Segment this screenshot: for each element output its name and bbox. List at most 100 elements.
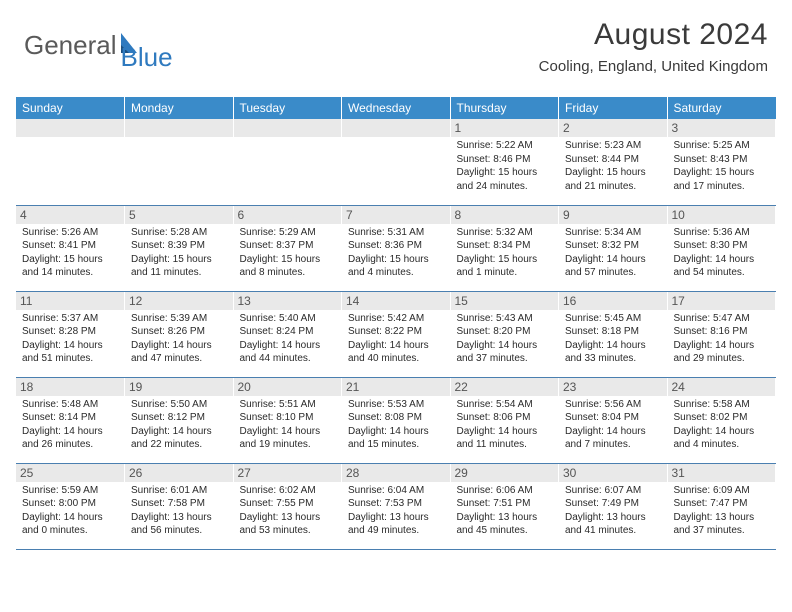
calendar-body: 1 Sunrise: 5:22 AMSunset: 8:46 PMDaylight… — [16, 119, 776, 549]
weekday-header-row: SundayMondayTuesdayWednesdayThursdayFrid… — [16, 97, 776, 119]
weekday-wednesday: Wednesday — [342, 97, 451, 119]
day-cell: 17Sunrise: 5:47 AMSunset: 8:16 PMDayligh… — [667, 291, 776, 377]
day-cell: 14 Sunrise: 5:42 AMSunset: 8:22 PMDayligh… — [342, 291, 451, 377]
day-cell — [233, 119, 342, 205]
day-info: Sunrise: 6:04 AMSunset: 7:53 PMDaylight:… — [348, 484, 444, 538]
weekday-saturday: Saturday — [667, 97, 776, 119]
day-info: Sunrise: 5:43 AMSunset: 8:20 PMDaylight:… — [457, 312, 553, 366]
weekday-thursday: Thursday — [450, 97, 559, 119]
empty-daynum — [16, 119, 124, 137]
day-info: Sunrise: 5:37 AMSunset: 8:28 PMDaylight:… — [22, 312, 118, 366]
day-cell: 29 Sunrise: 6:06 AMSunset: 7:51 PMDayligh… — [450, 463, 559, 549]
day-info: Sunrise: 5:32 AMSunset: 8:34 PMDaylight:… — [457, 226, 553, 280]
day-info: Sunrise: 6:07 AMSunset: 7:49 PMDaylight:… — [565, 484, 661, 538]
day-number: 29 — [451, 464, 559, 482]
day-info: Sunrise: 5:28 AMSunset: 8:39 PMDaylight:… — [131, 226, 227, 280]
location-subtitle: Cooling, England, United Kingdom — [539, 58, 768, 75]
calendar-table: SundayMondayTuesdayWednesdayThursdayFrid… — [16, 97, 776, 550]
day-number: 30 — [559, 464, 667, 482]
day-cell: 12Sunrise: 5:39 AMSunset: 8:26 PMDayligh… — [125, 291, 234, 377]
day-info: Sunrise: 5:53 AMSunset: 8:08 PMDaylight:… — [348, 398, 444, 452]
day-info: Sunrise: 5:50 AMSunset: 8:12 PMDaylight:… — [131, 398, 227, 452]
day-info: Sunrise: 5:54 AMSunset: 8:06 PMDaylight:… — [457, 398, 553, 452]
day-number: 7 — [342, 206, 450, 224]
weekday-friday: Friday — [559, 97, 668, 119]
day-number: 27 — [234, 464, 342, 482]
day-number: 26 — [125, 464, 233, 482]
day-info: Sunrise: 5:26 AMSunset: 8:41 PMDaylight:… — [22, 226, 118, 280]
day-cell: 6 Sunrise: 5:29 AMSunset: 8:37 PMDaylight… — [233, 205, 342, 291]
day-info: Sunrise: 5:31 AMSunset: 8:36 PMDaylight:… — [348, 226, 444, 280]
day-cell: 24 Sunrise: 5:58 AMSunset: 8:02 PMDayligh… — [667, 377, 776, 463]
day-info: Sunrise: 5:58 AMSunset: 8:02 PMDaylight:… — [674, 398, 770, 452]
page-title: August 2024 — [539, 18, 768, 52]
day-cell: 2 Sunrise: 5:23 AMSunset: 8:44 PMDaylight… — [559, 119, 668, 205]
day-info: Sunrise: 5:40 AMSunset: 8:24 PMDaylight:… — [240, 312, 336, 366]
day-number: 2 — [559, 119, 667, 137]
day-cell: 30 Sunrise: 6:07 AMSunset: 7:49 PMDayligh… — [559, 463, 668, 549]
day-info: Sunrise: 5:42 AMSunset: 8:22 PMDaylight:… — [348, 312, 444, 366]
day-cell — [125, 119, 234, 205]
day-info: Sunrise: 5:45 AMSunset: 8:18 PMDaylight:… — [565, 312, 661, 366]
day-number: 21 — [342, 378, 450, 396]
day-number: 13 — [234, 292, 342, 310]
day-number: 4 — [16, 206, 124, 224]
day-info: Sunrise: 5:22 AMSunset: 8:46 PMDaylight:… — [457, 139, 553, 193]
day-cell: 22Sunrise: 5:54 AMSunset: 8:06 PMDayligh… — [450, 377, 559, 463]
weekday-monday: Monday — [125, 97, 234, 119]
day-info: Sunrise: 5:25 AMSunset: 8:43 PMDaylight:… — [674, 139, 770, 193]
day-info: Sunrise: 5:36 AMSunset: 8:30 PMDaylight:… — [674, 226, 770, 280]
day-cell: 4 Sunrise: 5:26 AMSunset: 8:41 PMDaylight… — [16, 205, 125, 291]
day-cell: 27 Sunrise: 6:02 AMSunset: 7:55 PMDayligh… — [233, 463, 342, 549]
day-number: 1 — [451, 119, 559, 137]
day-cell — [342, 119, 451, 205]
day-cell: 15 Sunrise: 5:43 AMSunset: 8:20 PMDayligh… — [450, 291, 559, 377]
brand-name-1: General — [24, 30, 117, 61]
day-number: 14 — [342, 292, 450, 310]
day-info: Sunrise: 5:59 AMSunset: 8:00 PMDaylight:… — [22, 484, 118, 538]
day-number: 23 — [559, 378, 667, 396]
day-cell: 8 Sunrise: 5:32 AMSunset: 8:34 PMDaylight… — [450, 205, 559, 291]
day-number: 19 — [125, 378, 233, 396]
day-number: 5 — [125, 206, 233, 224]
day-cell: 19 Sunrise: 5:50 AMSunset: 8:12 PMDayligh… — [125, 377, 234, 463]
day-number: 8 — [451, 206, 559, 224]
title-block: August 2024 Cooling, England, United Kin… — [539, 18, 768, 75]
day-number: 3 — [668, 119, 776, 137]
day-cell: 26 Sunrise: 6:01 AMSunset: 7:58 PMDayligh… — [125, 463, 234, 549]
day-number: 11 — [16, 292, 124, 310]
day-number: 15 — [451, 292, 559, 310]
day-info: Sunrise: 6:01 AMSunset: 7:58 PMDaylight:… — [131, 484, 227, 538]
day-number: 17 — [668, 292, 776, 310]
day-cell: 10 Sunrise: 5:36 AMSunset: 8:30 PMDayligh… — [667, 205, 776, 291]
day-number: 24 — [668, 378, 776, 396]
empty-daynum — [125, 119, 233, 137]
day-number: 6 — [234, 206, 342, 224]
day-number: 16 — [559, 292, 667, 310]
day-cell: 20Sunrise: 5:51 AMSunset: 8:10 PMDayligh… — [233, 377, 342, 463]
day-cell: 3 Sunrise: 5:25 AMSunset: 8:43 PMDaylight… — [667, 119, 776, 205]
day-number: 31 — [668, 464, 776, 482]
day-cell — [16, 119, 125, 205]
day-cell: 7 Sunrise: 5:31 AMSunset: 8:36 PMDaylight… — [342, 205, 451, 291]
week-row: 11 Sunrise: 5:37 AMSunset: 8:28 PMDayligh… — [16, 291, 776, 377]
day-cell: 1 Sunrise: 5:22 AMSunset: 8:46 PMDaylight… — [450, 119, 559, 205]
day-info: Sunrise: 6:06 AMSunset: 7:51 PMDaylight:… — [457, 484, 553, 538]
day-number: 28 — [342, 464, 450, 482]
weekday-tuesday: Tuesday — [233, 97, 342, 119]
day-cell: 5 Sunrise: 5:28 AMSunset: 8:39 PMDaylight… — [125, 205, 234, 291]
day-info: Sunrise: 5:51 AMSunset: 8:10 PMDaylight:… — [240, 398, 336, 452]
day-info: Sunrise: 5:23 AMSunset: 8:44 PMDaylight:… — [565, 139, 661, 193]
day-info: Sunrise: 6:02 AMSunset: 7:55 PMDaylight:… — [240, 484, 336, 538]
day-number: 9 — [559, 206, 667, 224]
day-number: 10 — [668, 206, 776, 224]
week-row: 25Sunrise: 5:59 AMSunset: 8:00 PMDayligh… — [16, 463, 776, 549]
weekday-sunday: Sunday — [16, 97, 125, 119]
empty-daynum — [234, 119, 342, 137]
empty-daynum — [342, 119, 450, 137]
day-info: Sunrise: 5:29 AMSunset: 8:37 PMDaylight:… — [240, 226, 336, 280]
day-info: Sunrise: 5:48 AMSunset: 8:14 PMDaylight:… — [22, 398, 118, 452]
day-cell: 9Sunrise: 5:34 AMSunset: 8:32 PMDaylight… — [559, 205, 668, 291]
day-cell: 16 Sunrise: 5:45 AMSunset: 8:18 PMDayligh… — [559, 291, 668, 377]
day-cell: 11 Sunrise: 5:37 AMSunset: 8:28 PMDayligh… — [16, 291, 125, 377]
